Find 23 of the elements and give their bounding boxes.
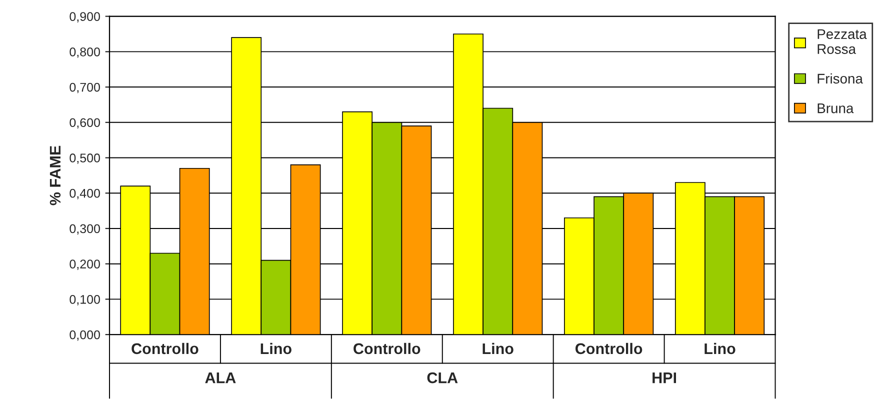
x-tick-label: Controllo (354, 342, 420, 354)
x-tick-label: Lino (260, 342, 292, 354)
legend-label: Frisona (818, 73, 863, 84)
legend-label: Pezzata Rossa (818, 29, 867, 54)
y-tick-label: 0,100 (70, 295, 100, 306)
y-axis-title: % FAME (50, 146, 61, 206)
x-tick-label: Lino (704, 342, 736, 354)
y-tick-label: 0,500 (70, 154, 100, 164)
text: CLA (427, 372, 458, 384)
x-tick-label: Controllo (576, 342, 642, 354)
text: ALA (205, 372, 236, 384)
y-tick-label: 0,400 (70, 188, 100, 200)
y-tick-label: 0,600 (70, 118, 100, 129)
y-tick-label: 0,300 (70, 224, 100, 235)
y-tick-label: 0,700 (70, 82, 100, 94)
text: HPI (652, 372, 676, 384)
y-tick-label: 0,800 (70, 47, 100, 58)
x-tick-label: Controllo (132, 342, 198, 354)
y-tick-label: 0,200 (70, 260, 100, 270)
legend-label: Bruna (818, 104, 854, 114)
x-tick-label: Lino (482, 342, 514, 354)
y-tick-label: 0,900 (70, 12, 100, 22)
y-tick-label: 0,000 (70, 330, 100, 341)
